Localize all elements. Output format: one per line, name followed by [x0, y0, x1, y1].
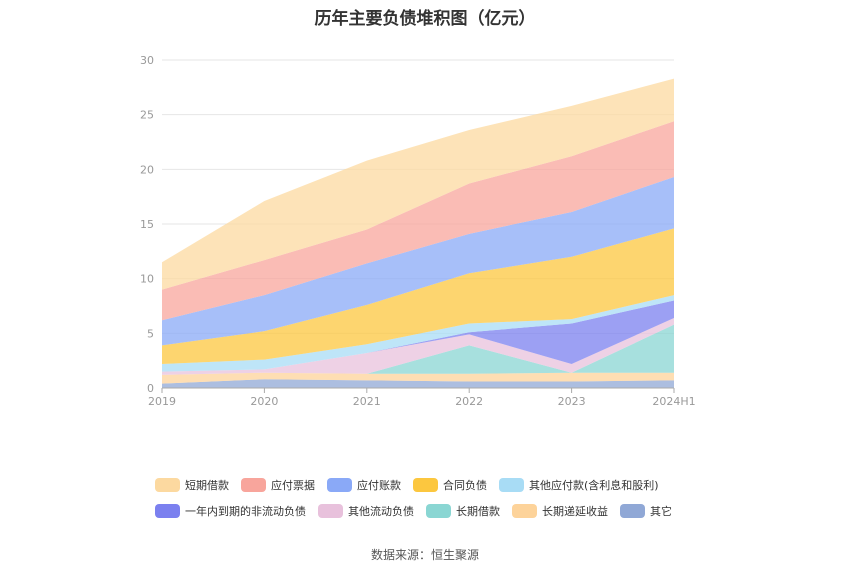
x-tick-label: 2019 — [148, 395, 176, 408]
legend-swatch — [499, 478, 524, 492]
legend-label: 其它 — [650, 505, 672, 518]
area-series — [162, 176, 674, 346]
legend-item[interactable]: 其他流动负债 — [318, 503, 414, 519]
x-tick-label: 2020 — [250, 395, 278, 408]
chart-title: 历年主要负债堆积图（亿元） — [314, 9, 536, 29]
legend-item[interactable]: 应付账款 — [327, 477, 401, 493]
legend-swatch — [155, 504, 180, 518]
legend-label: 其他流动负债 — [348, 505, 414, 518]
legend-label: 应付账款 — [357, 479, 401, 492]
y-tick-label: 20 — [140, 163, 154, 176]
legend-swatch — [426, 504, 451, 518]
legend-label: 合同负债 — [443, 479, 487, 492]
x-tick-label: 2021 — [353, 395, 381, 408]
legend-label: 长期递延收益 — [542, 505, 608, 518]
area-series-layer — [162, 78, 674, 388]
legend-item[interactable]: 短期借款 — [155, 477, 229, 493]
area-series — [162, 121, 674, 321]
legend-item[interactable]: 其它 — [620, 503, 672, 519]
area-series — [162, 324, 674, 375]
legend-row: 短期借款 应付票据 应付账款 合同负债 其他应付款(含利息和股利) — [155, 472, 715, 498]
legend-label: 一年内到期的非流动负债 — [185, 505, 306, 518]
x-tick-label: 2024H1 — [652, 395, 695, 408]
area-series — [162, 295, 674, 372]
legend-item[interactable]: 长期递延收益 — [512, 503, 608, 519]
y-tick-label: 30 — [140, 54, 154, 67]
legend-swatch — [155, 478, 180, 492]
y-tick-label: 15 — [140, 218, 154, 231]
legend-swatch — [318, 504, 343, 518]
legend-item[interactable]: 应付票据 — [241, 477, 315, 493]
x-tick-label: 2022 — [455, 395, 483, 408]
legend: 短期借款 应付票据 应付账款 合同负债 其他应付款(含利息和股利) 一年内到期的非流动负… — [155, 472, 715, 524]
legend-item[interactable]: 长期借款 — [426, 503, 500, 519]
axes: 2019 2020 2021 2022 2023 2024H1 — [148, 387, 696, 408]
area-series — [162, 78, 674, 290]
legend-item[interactable]: 合同负债 — [413, 477, 487, 493]
y-tick-label: 5 — [147, 327, 154, 340]
legend-item[interactable]: 一年内到期的非流动负债 — [155, 503, 306, 519]
x-tick-label: 2023 — [558, 395, 586, 408]
legend-item[interactable]: 其他应付款(含利息和股利) — [499, 477, 659, 493]
y-tick-label: 0 — [147, 382, 154, 395]
legend-label: 短期借款 — [185, 479, 229, 492]
area-series — [162, 372, 674, 384]
y-tick-label: 25 — [140, 109, 154, 122]
y-tick-label: 10 — [140, 273, 154, 286]
area-series — [162, 228, 674, 364]
legend-label: 长期借款 — [456, 505, 500, 518]
legend-swatch — [620, 504, 645, 518]
legend-swatch — [512, 504, 537, 518]
area-series — [162, 300, 674, 372]
legend-row: 一年内到期的非流动负债 其他流动负债 长期借款 长期递延收益 其它 — [155, 498, 715, 524]
legend-swatch — [327, 478, 352, 492]
stacked-area-chart: 0 5 10 15 20 25 30 2019 2020 2021 2022 2023 2024H1 — [140, 54, 696, 408]
legend-label: 应付票据 — [271, 479, 315, 492]
legend-swatch — [241, 478, 266, 492]
area-series — [162, 318, 674, 375]
source-note: 数据来源：恒生聚源 — [370, 548, 479, 562]
legend-swatch — [413, 478, 438, 492]
legend-label: 其他应付款(含利息和股利) — [529, 479, 659, 492]
